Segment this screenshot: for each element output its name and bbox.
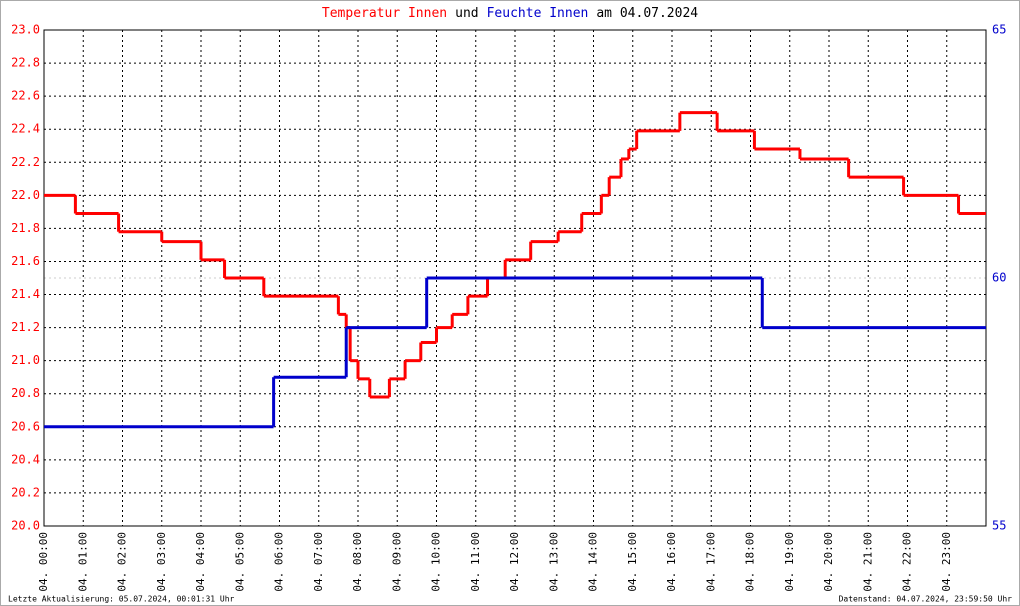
y-tick-label: 21.4 xyxy=(11,287,40,301)
y-tick-label: 20.8 xyxy=(11,386,40,400)
x-tick-label: 04. 08:00 xyxy=(351,532,364,592)
y-tick-label: 22.8 xyxy=(11,56,40,70)
x-tick-label: 04. 03:00 xyxy=(155,532,168,592)
x-tick-label: 04. 18:00 xyxy=(744,532,757,592)
x-tick-label: 04. 01:00 xyxy=(76,532,89,592)
title-part: am 04.07.2024 xyxy=(596,6,698,21)
y-tick-label: 20.6 xyxy=(11,419,40,433)
y2-tick-label: 65 xyxy=(992,23,1006,37)
title-part: und xyxy=(455,6,478,21)
y-tick-label: 21.2 xyxy=(11,320,40,334)
y2-tick-label: 55 xyxy=(992,519,1006,533)
x-tick-label: 04. 23:00 xyxy=(940,532,953,592)
x-tick-label: 04. 06:00 xyxy=(273,532,286,592)
x-tick-label: 04. 07:00 xyxy=(312,532,325,592)
y-tick-label: 22.2 xyxy=(11,155,40,169)
chart-title: Temperatur Innen und Feuchte Innen am 04.07… xyxy=(322,6,698,21)
y-tick-label: 22.0 xyxy=(11,188,40,202)
x-tick-label: 04. 13:00 xyxy=(547,532,560,592)
y2-tick-label: 60 xyxy=(992,271,1006,285)
y-tick-label: 21.8 xyxy=(11,221,40,235)
title-part: Feuchte Innen xyxy=(487,6,589,21)
x-tick-label: 04. 11:00 xyxy=(469,532,482,592)
x-tick-label: 04. 02:00 xyxy=(116,532,129,592)
y-tick-label: 22.6 xyxy=(11,89,40,103)
x-tick-label: 04. 09:00 xyxy=(390,532,403,592)
footer-right: Datenstand: 04.07.2024, 23:59:50 Uhr xyxy=(839,595,1013,604)
x-tick-label: 04. 16:00 xyxy=(665,532,678,592)
x-tick-label: 04. 04:00 xyxy=(194,532,207,592)
y-tick-label: 20.2 xyxy=(11,485,40,499)
x-tick-label: 04. 22:00 xyxy=(901,532,914,592)
title-part: Temperatur Innen xyxy=(322,6,447,21)
y-tick-label: 20.4 xyxy=(11,452,40,466)
y-tick-label: 23.0 xyxy=(11,23,40,37)
x-tick-label: 04. 20:00 xyxy=(822,532,835,592)
x-tick-label: 04. 12:00 xyxy=(508,532,521,592)
x-tick-label: 04. 00:00 xyxy=(37,532,50,592)
x-tick-label: 04. 19:00 xyxy=(783,532,796,592)
y-tick-label: 21.6 xyxy=(11,254,40,268)
x-tick-label: 04. 15:00 xyxy=(626,532,639,592)
x-tick-label: 04. 05:00 xyxy=(233,532,246,592)
y-tick-label: 21.0 xyxy=(11,353,40,367)
plot-area xyxy=(43,29,987,527)
x-tick-label: 04. 10:00 xyxy=(430,532,443,592)
x-tick-label: 04. 17:00 xyxy=(704,532,717,592)
y-tick-label: 20.0 xyxy=(11,519,40,533)
x-tick-label: 04. 21:00 xyxy=(861,532,874,592)
y-tick-label: 22.4 xyxy=(11,122,40,136)
x-tick-label: 04. 14:00 xyxy=(587,532,600,592)
footer-left: Letzte Aktualisierung: 05.07.2024, 00:01… xyxy=(8,595,235,604)
